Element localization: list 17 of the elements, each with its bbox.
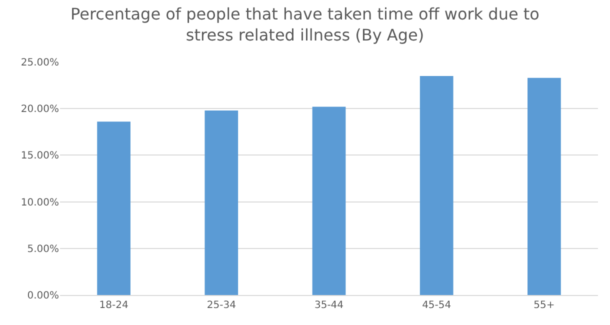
bar [420,76,454,295]
x-tick-label: 25-34 [206,300,236,311]
x-tick-label: 18-24 [99,300,128,311]
bar [204,110,238,295]
bar [312,106,346,295]
y-tick-label: 10.00% [20,197,59,208]
bar [528,78,561,295]
y-tick-label: 5.00% [27,244,59,255]
y-tick-label: 20.00% [20,104,59,116]
bar [97,122,130,295]
x-tick-label: 55+ [534,300,555,311]
y-tick-label: 25.00% [20,58,59,68]
y-tick-label: 15.00% [20,150,59,162]
x-tick-label: 35-44 [314,300,344,311]
y-tick-label: 0.00% [27,290,59,302]
chart-title: Percentage of people that have taken time off work due to stress related illness (By Age) [70,4,540,44]
x-tick-label: 45-54 [422,300,452,311]
